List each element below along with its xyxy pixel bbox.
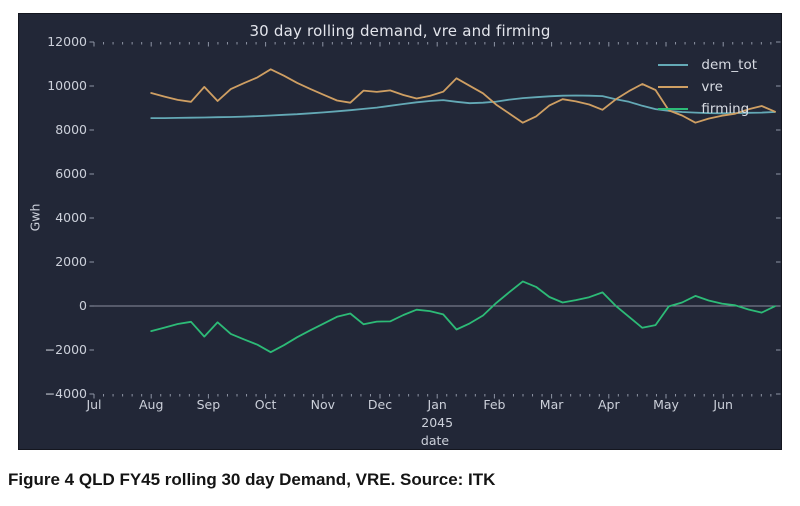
x-tick-label-aug: Aug (138, 397, 164, 412)
y-tick-label: 0 (79, 298, 87, 313)
legend-row-firming: firming (658, 98, 757, 120)
x-tick-label-apr: Apr (597, 397, 620, 412)
figure-caption: Figure 4 QLD FY45 rolling 30 day Demand,… (8, 470, 496, 489)
legend-label-firming: firming (701, 101, 750, 117)
x-tick-label-may: May (653, 397, 679, 412)
legend-swatch-vre (658, 86, 689, 88)
chart-figure: 30 day rolling demand, vre and firming G… (18, 13, 782, 450)
legend-swatch-firming (658, 108, 689, 110)
x-axis-label: date (420, 433, 450, 448)
x-tick-label-feb: Feb (483, 397, 506, 412)
x-tick-label-mar: Mar (539, 397, 564, 412)
y-tick-label: 8000 (55, 122, 87, 137)
x-tick-label-oct: Oct (254, 397, 277, 412)
x-tick-label-dec: Dec (367, 397, 393, 412)
x-tick-label-nov: Nov (310, 397, 335, 412)
legend-row-dem_tot: dem_tot (658, 54, 757, 76)
series-line-firming (150, 280, 776, 354)
y-tick-label: 12000 (47, 34, 87, 49)
y-tick-label: −4000 (44, 386, 87, 401)
x-tick-label-jul: Jul (86, 397, 102, 412)
legend-label-vre: vre (701, 79, 723, 95)
chart-title: 30 day rolling demand, vre and firming (249, 22, 551, 40)
x-axis-year-label: 2045 (421, 415, 454, 430)
legend-row-vre: vre (658, 76, 757, 98)
legend-swatch-dem_tot (658, 64, 689, 66)
y-tick-label: 6000 (55, 166, 87, 181)
legend-label-dem_tot: dem_tot (701, 57, 757, 73)
y-tick-label: −2000 (44, 342, 87, 357)
x-tick-label-sep: Sep (196, 397, 221, 412)
y-tick-label: 10000 (47, 78, 87, 93)
y-tick-label: 4000 (55, 210, 87, 225)
series-line-vre (150, 68, 776, 124)
plot-area (89, 41, 781, 399)
x-tick-label-jan: Jan (427, 397, 447, 412)
y-tick-label: 2000 (55, 254, 87, 269)
x-tick-label-jun: Jun (713, 397, 733, 412)
